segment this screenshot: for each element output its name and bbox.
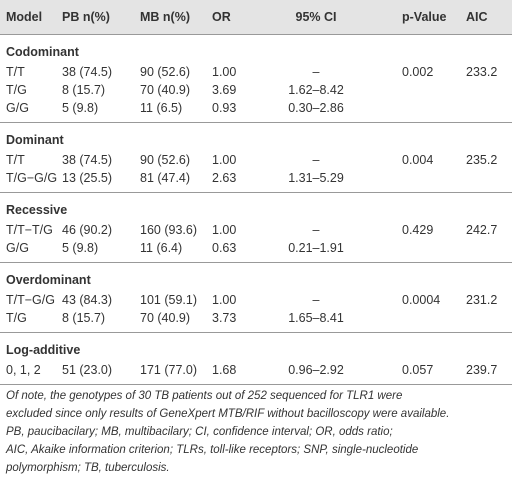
cell: 160 (93.6) [140, 223, 197, 237]
footnote-line: polymorphism; TB, tuberculosis. [6, 462, 170, 474]
header-cell: Model [6, 10, 43, 24]
cell: – [312, 65, 320, 79]
header-cell: p-Value [402, 10, 447, 24]
cell: T/G−G/G [6, 171, 58, 185]
header-cell: PB n(%) [62, 10, 110, 24]
cell: 1.00 [212, 65, 237, 79]
cell: 0.429 [402, 223, 434, 237]
header-cell: 95% CI [295, 10, 337, 24]
cell: 81 (47.4) [140, 171, 191, 185]
rule [0, 192, 512, 193]
header-band [0, 0, 512, 34]
cell: 1.00 [212, 223, 237, 237]
cell: 8 (15.7) [62, 311, 106, 325]
cell: 11 (6.5) [140, 101, 183, 115]
cell: G/G [6, 241, 29, 255]
cell: 1.62–8.42 [288, 83, 344, 97]
footnote-line: AIC, Akaike information criterion; TLRs,… [6, 444, 419, 456]
cell: 0.002 [402, 65, 434, 79]
cell: 3.73 [212, 311, 237, 325]
cell: 0.63 [212, 241, 237, 255]
cell: 1.68 [212, 363, 237, 377]
header-cell: MB n(%) [140, 10, 190, 24]
section-title: Dominant [6, 133, 64, 147]
cell: 46 (90.2) [62, 223, 113, 237]
cell: – [312, 153, 320, 167]
cell: 1.65–8.41 [288, 311, 344, 325]
cell: 38 (74.5) [62, 153, 113, 167]
cell: – [312, 293, 320, 307]
cell: 0.0004 [402, 293, 441, 307]
cell: T/T [6, 65, 25, 79]
footnote-line: PB, paucibacilary; MB, multibacilary; CI… [6, 426, 393, 438]
section-title: Codominant [6, 45, 79, 59]
rule [0, 384, 512, 385]
rule [0, 122, 512, 123]
cell: 1.00 [212, 293, 237, 307]
cell: 5 (9.8) [62, 101, 99, 115]
rule [0, 34, 512, 35]
cell: 233.2 [466, 65, 498, 79]
cell: 1.31–5.29 [288, 171, 344, 185]
cell: 51 (23.0) [62, 363, 113, 377]
cell: 70 (40.9) [140, 311, 191, 325]
cell: 3.69 [212, 83, 237, 97]
rule [0, 332, 512, 333]
cell: 0.21–1.91 [288, 241, 344, 255]
section-title: Overdominant [6, 273, 91, 287]
cell: 171 (77.0) [140, 363, 197, 377]
cell: 5 (9.8) [62, 241, 99, 255]
footnote-line: Of note, the genotypes of 30 TB patients… [6, 390, 403, 402]
cell: 0.96–2.92 [288, 363, 344, 377]
cell: 90 (52.6) [140, 153, 191, 167]
cell: 239.7 [466, 363, 498, 377]
cell: 1.00 [212, 153, 237, 167]
cell: 231.2 [466, 293, 498, 307]
section-title: Recessive [6, 203, 68, 217]
cell: 43 (84.3) [62, 293, 113, 307]
cell: 70 (40.9) [140, 83, 191, 97]
header-cell: AIC [466, 10, 488, 24]
section-title: Log-additive [6, 343, 81, 357]
cell: T/T [6, 153, 25, 167]
cell: T/T−G/G [6, 293, 55, 307]
cell: 235.2 [466, 153, 498, 167]
cell: 0.057 [402, 363, 434, 377]
cell: 101 (59.1) [140, 293, 197, 307]
rule [0, 262, 512, 263]
cell: 38 (74.5) [62, 65, 113, 79]
cell: T/T−T/G [6, 223, 53, 237]
cell: T/G [6, 83, 27, 97]
cell: G/G [6, 101, 29, 115]
cell: T/G [6, 311, 27, 325]
cell: – [312, 223, 320, 237]
cell: 90 (52.6) [140, 65, 191, 79]
cell: 2.63 [212, 171, 237, 185]
cell: 11 (6.4) [140, 241, 183, 255]
cell: 242.7 [466, 223, 498, 237]
cell: 0.93 [212, 101, 237, 115]
header-cell: OR [212, 10, 231, 24]
footnote-line: excluded since only results of GeneXpert… [6, 408, 450, 420]
cell: 0.30–2.86 [288, 101, 344, 115]
cell: 8 (15.7) [62, 83, 106, 97]
cell: 0, 1, 2 [6, 363, 41, 377]
cell: 13 (25.5) [62, 171, 113, 185]
cell: 0.004 [402, 153, 434, 167]
